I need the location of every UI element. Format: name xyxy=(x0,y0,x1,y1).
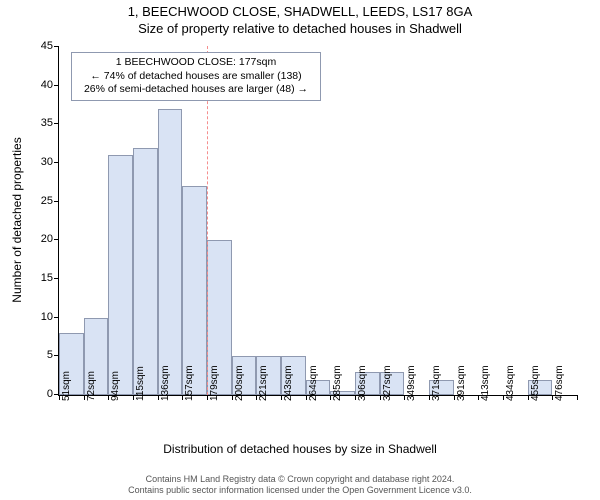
x-tick-mark xyxy=(207,395,208,400)
x-tick-mark xyxy=(232,395,233,400)
x-tick-label: 115sqm xyxy=(135,366,146,401)
plot-area: 05101520253035404551sqm72sqm94sqm115sqm1… xyxy=(58,46,578,396)
x-tick-mark xyxy=(503,395,504,400)
annotation-line: ← 74% of detached houses are smaller (13… xyxy=(78,70,314,84)
y-tick-mark xyxy=(54,317,59,318)
annotation-line: 26% of semi-detached houses are larger (… xyxy=(78,83,314,97)
x-tick-label: 51sqm xyxy=(61,371,72,401)
y-tick-mark xyxy=(54,46,59,47)
y-tick-mark xyxy=(54,85,59,86)
chart-container: 1, BEECHWOOD CLOSE, SHADWELL, LEEDS, LS1… xyxy=(0,0,600,500)
x-tick-mark xyxy=(59,395,60,400)
x-tick-label: 391sqm xyxy=(456,365,467,401)
x-tick-mark xyxy=(158,395,159,400)
attribution-text: Contains HM Land Registry data © Crown c… xyxy=(0,474,600,497)
x-tick-label: 94sqm xyxy=(110,371,121,401)
x-tick-mark xyxy=(454,395,455,400)
chart-title-address: 1, BEECHWOOD CLOSE, SHADWELL, LEEDS, LS1… xyxy=(0,0,600,19)
x-tick-label: 157sqm xyxy=(184,365,195,401)
x-tick-mark xyxy=(577,395,578,400)
annotation-box: 1 BEECHWOOD CLOSE: 177sqm← 74% of detach… xyxy=(71,52,321,101)
y-tick-mark xyxy=(54,123,59,124)
y-axis-label: Number of detached properties xyxy=(10,137,24,302)
x-axis-label: Distribution of detached houses by size … xyxy=(0,442,600,456)
x-tick-label: 413sqm xyxy=(480,365,491,401)
annotation-line: 1 BEECHWOOD CLOSE: 177sqm xyxy=(78,56,314,70)
x-tick-mark xyxy=(306,395,307,400)
x-tick-label: 136sqm xyxy=(160,365,171,401)
x-tick-mark xyxy=(528,395,529,400)
x-tick-label: 434sqm xyxy=(505,365,516,401)
y-tick-mark xyxy=(54,162,59,163)
x-tick-label: 306sqm xyxy=(357,365,368,401)
x-tick-mark xyxy=(281,395,282,400)
attribution-line2: Contains public sector information licen… xyxy=(0,485,600,496)
x-tick-label: 200sqm xyxy=(234,365,245,401)
x-tick-label: 476sqm xyxy=(554,365,565,401)
x-tick-label: 371sqm xyxy=(431,365,442,401)
x-tick-label: 221sqm xyxy=(258,365,269,401)
x-tick-label: 264sqm xyxy=(308,365,319,401)
histogram-bar xyxy=(108,155,133,395)
x-tick-label: 72sqm xyxy=(86,371,97,401)
histogram-bar xyxy=(133,148,158,395)
y-tick-mark xyxy=(54,201,59,202)
x-tick-mark xyxy=(84,395,85,400)
attribution-line1: Contains HM Land Registry data © Crown c… xyxy=(0,474,600,485)
y-tick-mark xyxy=(54,239,59,240)
x-tick-label: 243sqm xyxy=(283,365,294,401)
histogram-bar xyxy=(182,186,207,395)
chart-title-description: Size of property relative to detached ho… xyxy=(0,19,600,36)
x-tick-label: 455sqm xyxy=(530,365,541,401)
x-tick-label: 285sqm xyxy=(332,365,343,401)
x-tick-mark xyxy=(355,395,356,400)
x-tick-mark xyxy=(429,395,430,400)
histogram-bar xyxy=(158,109,183,395)
x-tick-mark xyxy=(133,395,134,400)
y-tick-mark xyxy=(54,278,59,279)
x-tick-mark xyxy=(380,395,381,400)
x-tick-label: 327sqm xyxy=(382,365,393,401)
x-tick-label: 179sqm xyxy=(209,365,220,401)
x-tick-label: 349sqm xyxy=(406,365,417,401)
